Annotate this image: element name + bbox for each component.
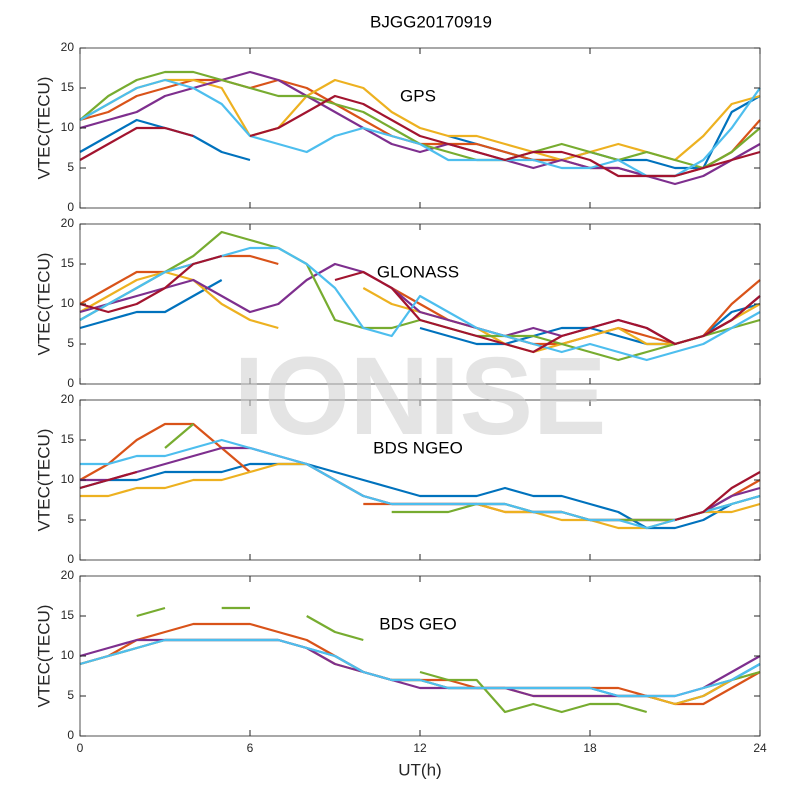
data-line [79,638,761,698]
x-tick-label: 18 [583,741,597,755]
data-line [79,470,761,522]
y-tick-label: 10 [61,472,75,486]
panel-annotation: GLONASS [377,262,459,281]
panel-annotation: BDS GEO [379,614,456,633]
x-tick-label: 12 [413,741,427,755]
y-tick-label: 0 [67,200,74,214]
y-tick-label: 0 [67,728,74,742]
y-tick-label: 15 [61,608,75,622]
y-tick-label: 20 [61,40,75,54]
y-tick-label: 20 [61,392,75,406]
y-tick-label: 20 [61,216,75,230]
data-line [79,94,761,178]
x-tick-label: 24 [753,741,767,755]
data-line [79,254,761,354]
y-tick-label: 5 [67,336,74,350]
x-tick-label: 6 [247,741,254,755]
y-tick-label: 0 [67,552,74,566]
y-axis-label: VTEC(TECU) [34,77,53,180]
y-tick-label: 10 [61,296,75,310]
y-axis-label: VTEC(TECU) [34,253,53,356]
y-tick-label: 20 [61,568,75,582]
y-tick-label: 5 [67,688,74,702]
y-tick-label: 15 [61,432,75,446]
panel-annotation: BDS NGEO [373,438,463,457]
y-tick-label: 5 [67,160,74,174]
data-line [80,438,761,530]
figure-title: BJGG20170919 [370,12,492,31]
y-tick-label: 10 [61,648,75,662]
y-tick-label: 15 [61,256,75,270]
y-tick-label: 0 [67,376,74,390]
data-line [136,606,761,714]
panel-annotation: GPS [400,86,436,105]
axes-background [80,576,760,736]
y-axis-label: VTEC(TECU) [34,605,53,708]
x-axis-label: UT(h) [398,760,441,779]
y-axis-label: VTEC(TECU) [34,429,53,532]
y-tick-label: 5 [67,512,74,526]
y-tick-label: 15 [61,80,75,94]
y-tick-label: 10 [61,120,75,134]
watermark: IONISE [234,335,607,458]
x-tick-label: 0 [77,741,84,755]
